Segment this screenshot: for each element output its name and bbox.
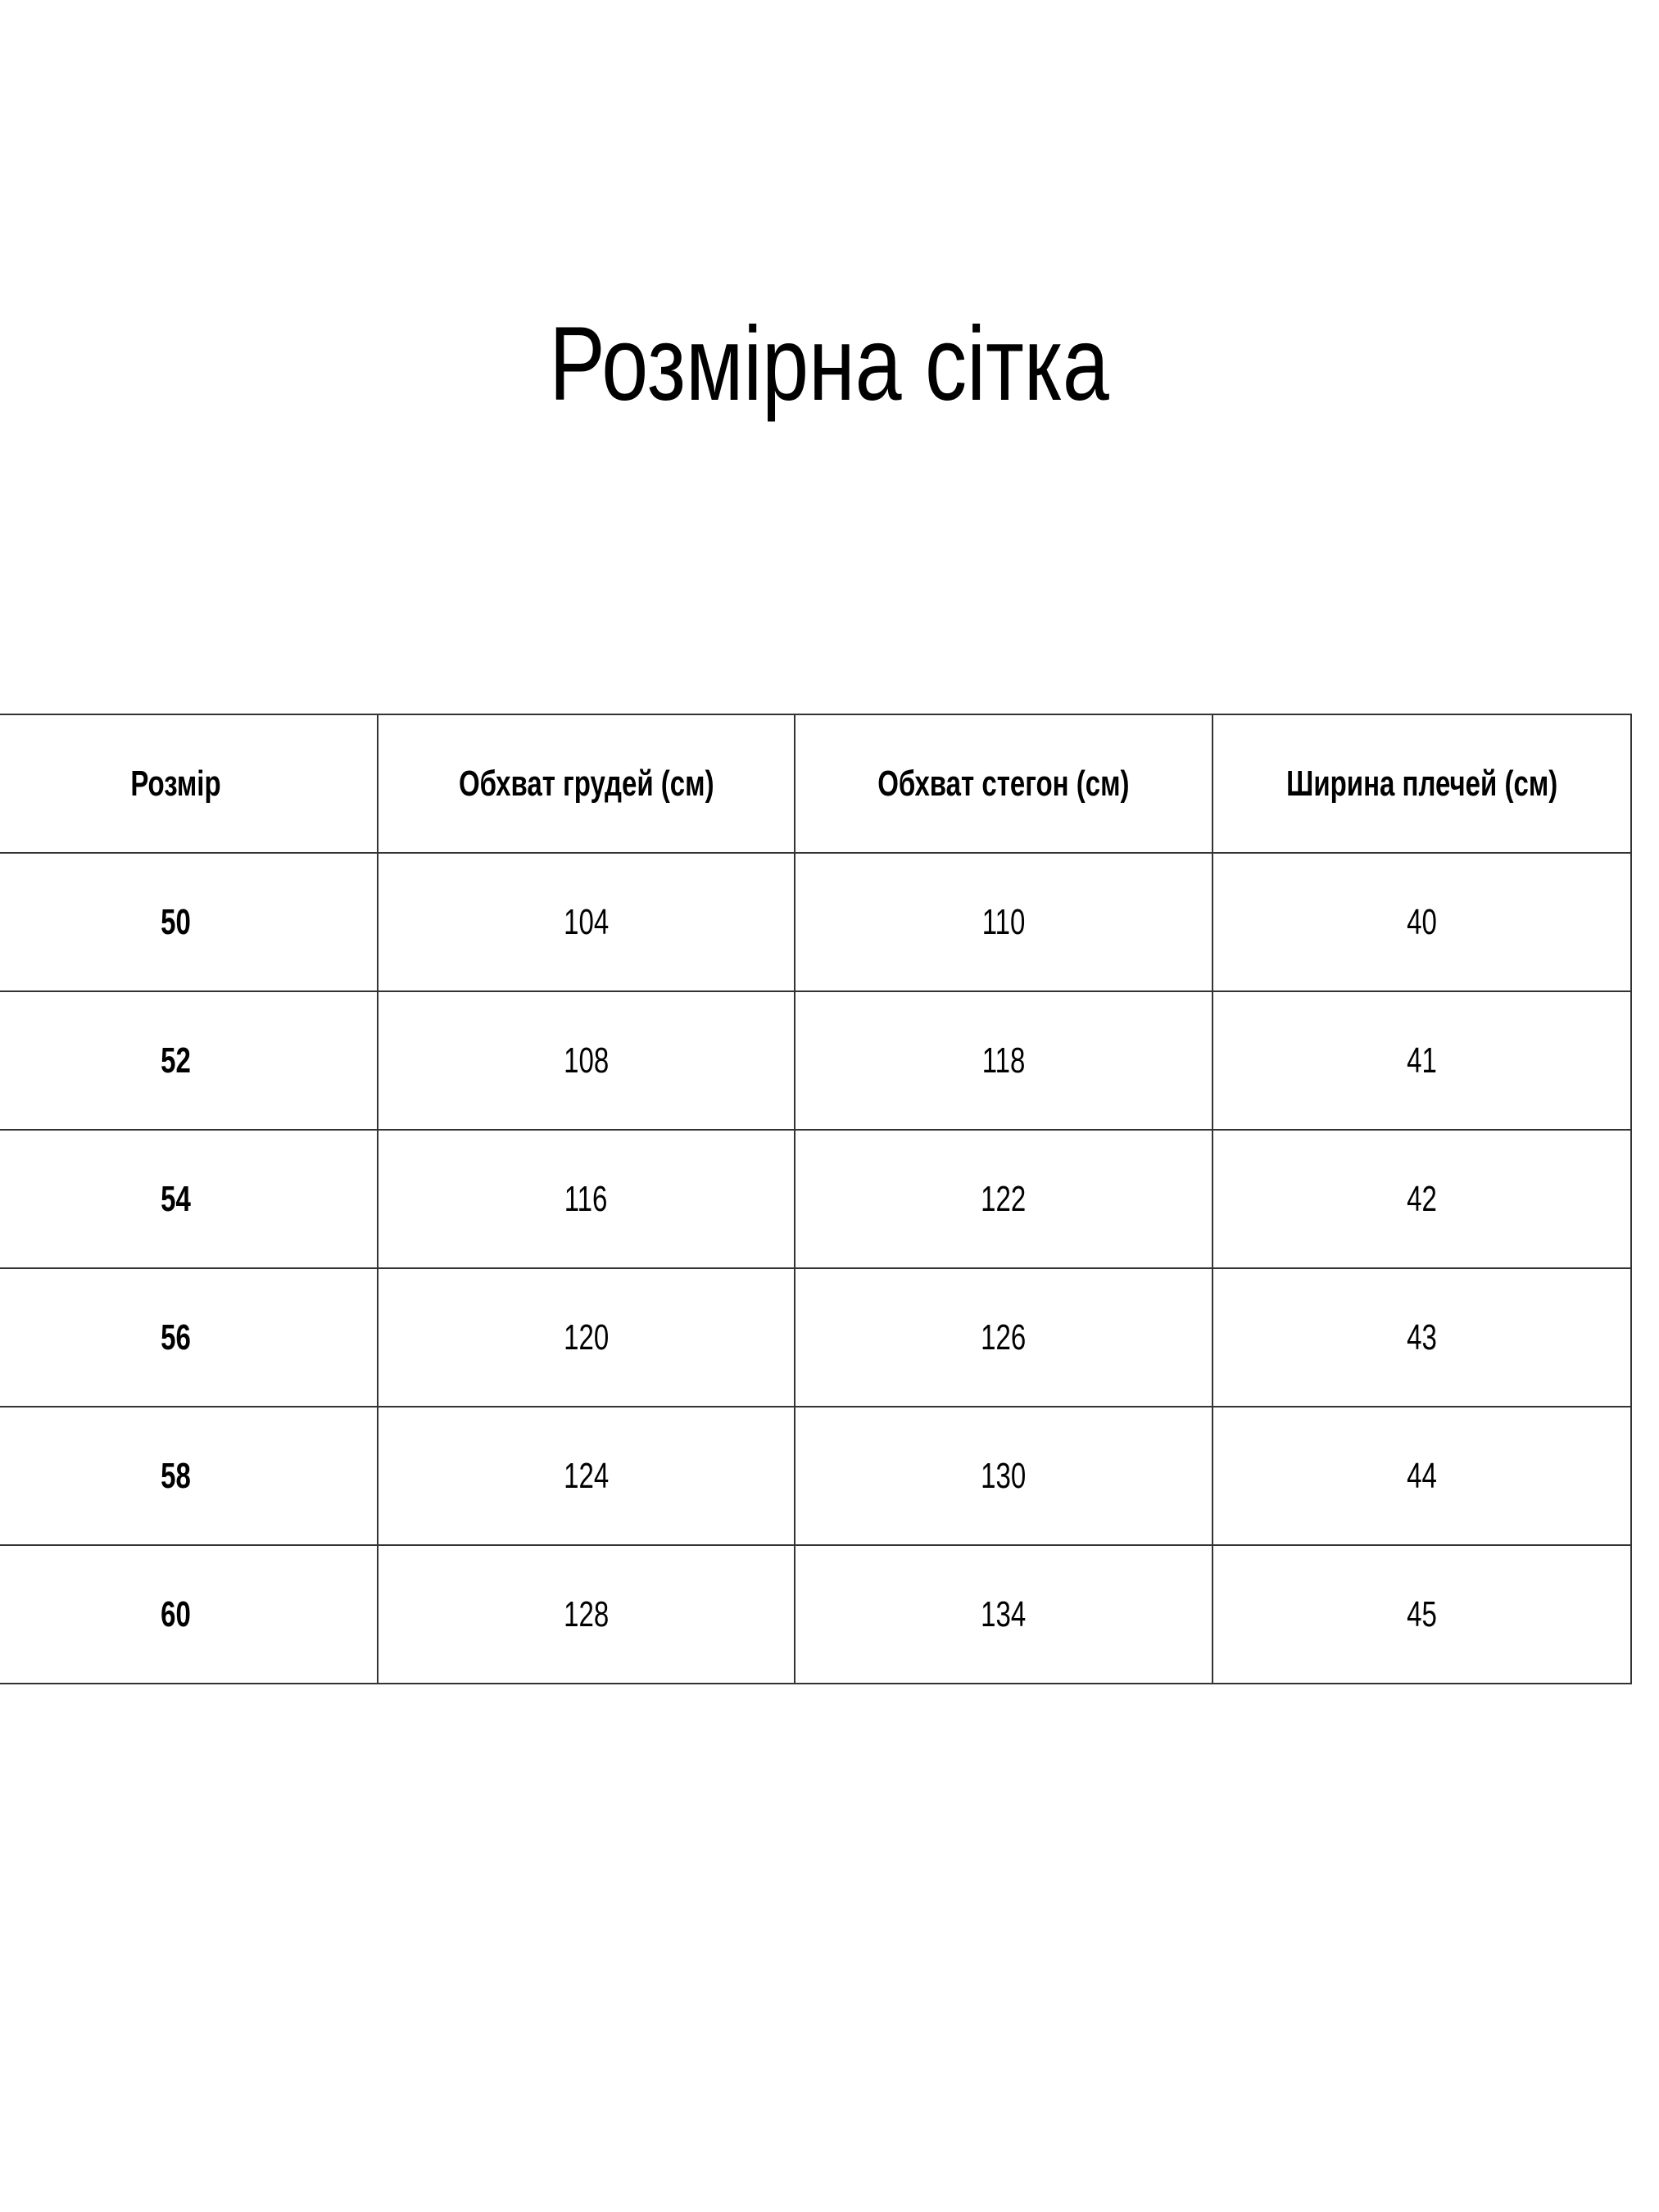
cell-shoulders: 42 [1211, 1129, 1633, 1269]
header-size: Розмір [0, 714, 378, 854]
cell-shoulders: 43 [1211, 1267, 1633, 1407]
page-title: Розмірна сітка [549, 306, 1110, 423]
cell-hips: 122 [794, 1129, 1213, 1269]
cell-shoulders: 40 [1211, 852, 1633, 992]
cell-hips: 118 [794, 990, 1213, 1131]
cell-size: 52 [0, 990, 378, 1131]
cell-chest: 116 [376, 1129, 796, 1269]
table-row: 52 108 118 41 [0, 990, 1633, 1131]
cell-size: 58 [0, 1406, 378, 1546]
cell-chest: 104 [376, 852, 796, 992]
cell-size: 54 [0, 1129, 378, 1269]
cell-shoulders: 45 [1211, 1544, 1633, 1684]
header-shoulders: Ширина плечей (см) [1211, 714, 1633, 854]
table-row: 56 120 126 43 [0, 1267, 1633, 1407]
cell-hips: 110 [794, 852, 1213, 992]
table-row: 58 124 130 44 [0, 1406, 1633, 1546]
table-header-row: Розмір Обхват грудей (см) Обхват стегон … [0, 714, 1633, 854]
cell-size: 50 [0, 852, 378, 992]
cell-size: 56 [0, 1267, 378, 1407]
cell-size: 60 [0, 1544, 378, 1684]
table-row: 54 116 122 42 [0, 1129, 1633, 1269]
cell-chest: 108 [376, 990, 796, 1131]
cell-hips: 134 [794, 1544, 1213, 1684]
size-chart-table: Розмір Обхват грудей (см) Обхват стегон … [0, 714, 1633, 1684]
cell-hips: 130 [794, 1406, 1213, 1546]
cell-chest: 124 [376, 1406, 796, 1546]
cell-shoulders: 44 [1211, 1406, 1633, 1546]
cell-chest: 128 [376, 1544, 796, 1684]
table-row: 60 128 134 45 [0, 1544, 1633, 1684]
cell-hips: 126 [794, 1267, 1213, 1407]
cell-chest: 120 [376, 1267, 796, 1407]
table-row: 50 104 110 40 [0, 852, 1633, 992]
header-chest: Обхват грудей (см) [376, 714, 796, 854]
header-hips: Обхват стегон (см) [794, 714, 1213, 854]
cell-shoulders: 41 [1211, 990, 1633, 1131]
